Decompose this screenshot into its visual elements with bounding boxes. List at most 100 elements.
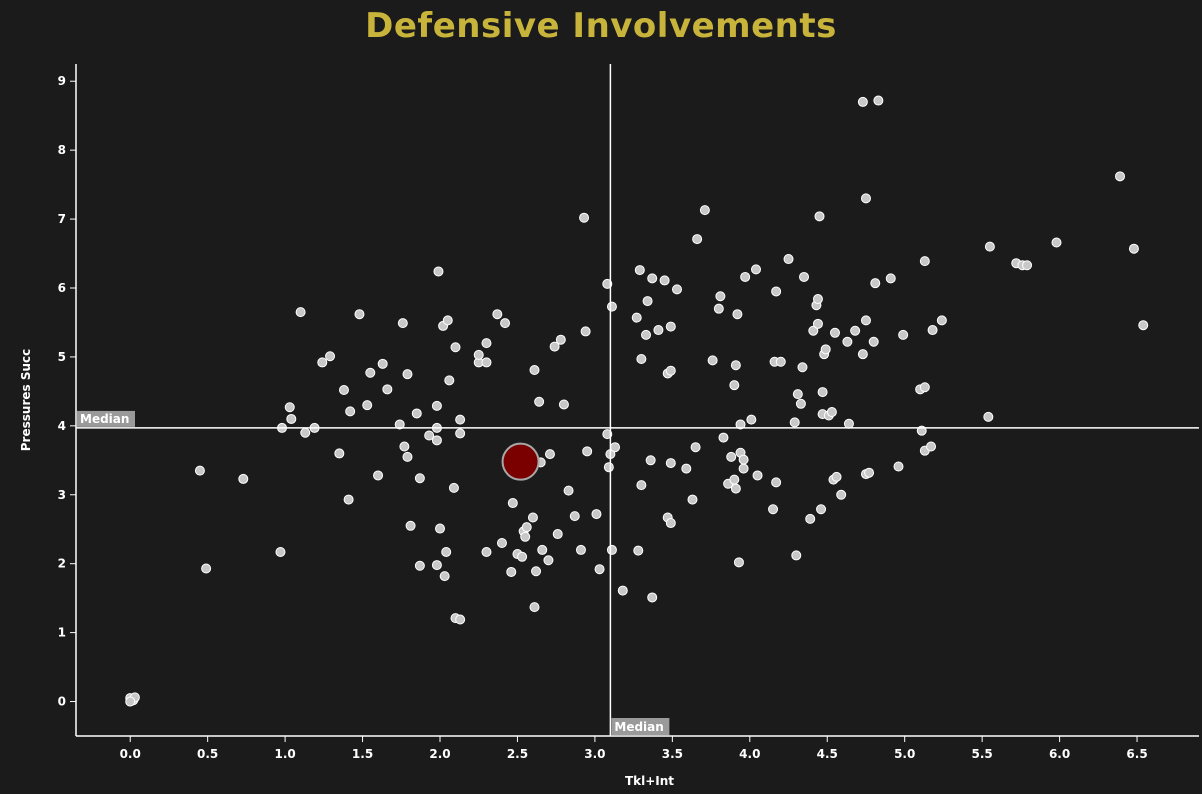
data-point: [402, 451, 413, 462]
data-point: [354, 309, 365, 320]
x-tick-label: 4.0: [739, 747, 760, 761]
y-tick-label: 8: [58, 143, 66, 157]
data-point: [275, 546, 286, 557]
y-tick-label: 2: [58, 557, 66, 571]
data-point: [729, 380, 740, 391]
chart-title: Defensive Involvements: [365, 6, 837, 46]
data-point: [450, 342, 461, 353]
data-point: [927, 325, 938, 336]
x-tick-label: 4.5: [817, 747, 838, 761]
data-point: [665, 365, 676, 376]
data-point: [1138, 320, 1149, 331]
data-point: [665, 321, 676, 332]
data-point: [455, 614, 466, 625]
data-point: [377, 358, 388, 369]
data-point: [431, 435, 442, 446]
x-tick-label: 1.0: [274, 747, 295, 761]
y-tick-label: 4: [58, 419, 66, 433]
data-point: [735, 419, 746, 430]
data-point: [295, 307, 306, 318]
data-point: [885, 273, 896, 284]
data-point: [544, 449, 555, 460]
data-point: [603, 462, 614, 473]
data-point: [659, 275, 670, 286]
data-point: [431, 560, 442, 571]
data-point: [857, 96, 868, 107]
data-point: [455, 428, 466, 439]
median-label-x: Median: [614, 720, 663, 734]
y-tick-label: 1: [58, 626, 66, 640]
data-point: [286, 413, 297, 424]
data-point: [373, 470, 384, 481]
data-point: [473, 349, 484, 360]
data-point: [732, 309, 743, 320]
median-lines: Median Median: [76, 64, 1199, 736]
data-point: [442, 315, 453, 326]
x-tick-label: 6.0: [1049, 747, 1070, 761]
data-point: [555, 334, 566, 345]
data-point: [857, 349, 868, 360]
data-point: [579, 212, 590, 223]
data-point: [768, 504, 779, 515]
data-point: [647, 273, 658, 284]
data-point: [617, 585, 628, 596]
data-point: [797, 362, 808, 373]
data-point: [936, 315, 947, 326]
data-point: [730, 483, 741, 494]
data-point: [653, 325, 664, 336]
data-point: [699, 205, 710, 216]
data-point: [394, 419, 405, 430]
data-point: [433, 266, 444, 277]
data-point: [681, 463, 692, 474]
data-point: [345, 406, 356, 417]
data-point: [194, 465, 205, 476]
data-point: [441, 546, 452, 557]
data-point: [594, 564, 605, 575]
x-tick-label: 5.5: [972, 747, 993, 761]
data-point: [812, 318, 823, 329]
data-point: [582, 446, 593, 457]
data-point: [1128, 243, 1139, 254]
data-point: [738, 454, 749, 465]
data-point: [529, 602, 540, 613]
data-point: [671, 284, 682, 295]
data-point: [1051, 237, 1062, 248]
data-point: [552, 529, 563, 540]
data-point: [531, 566, 542, 577]
data-point: [365, 367, 376, 378]
x-tick-label: 3.0: [584, 747, 605, 761]
data-point: [860, 193, 871, 204]
data-point: [842, 336, 853, 347]
data-point: [580, 326, 591, 337]
data-point: [707, 355, 718, 366]
x-tick-label: 6.5: [1126, 747, 1147, 761]
data-point: [606, 544, 617, 555]
data-point: [455, 414, 466, 425]
data-point: [873, 95, 884, 106]
y-tick-label: 0: [58, 695, 66, 709]
data-point: [792, 389, 803, 400]
data-point: [431, 400, 442, 411]
data-point: [1022, 260, 1033, 271]
data-point: [521, 522, 532, 533]
data-point: [631, 312, 642, 323]
data-point: [520, 531, 531, 542]
data-point: [517, 551, 528, 562]
data-point: [645, 455, 656, 466]
data-point: [799, 271, 810, 282]
x-tick-label: 2.0: [429, 747, 450, 761]
data-point: [831, 471, 842, 482]
data-point: [343, 494, 354, 505]
data-point: [534, 396, 545, 407]
highlight-point: [501, 442, 540, 481]
axes: 0.0 0.5 1.0 1.5 2.0 2.5 3.0 3.5 4.0 4.5 5.0 5.5 6.0 6…: [19, 64, 1199, 788]
data-points: [125, 95, 1149, 707]
data-point: [826, 407, 837, 418]
data-point: [843, 418, 854, 429]
data-point: [399, 441, 410, 452]
data-point: [808, 325, 819, 336]
data-point: [414, 473, 425, 484]
data-point: [444, 375, 455, 386]
data-point: [300, 427, 311, 438]
